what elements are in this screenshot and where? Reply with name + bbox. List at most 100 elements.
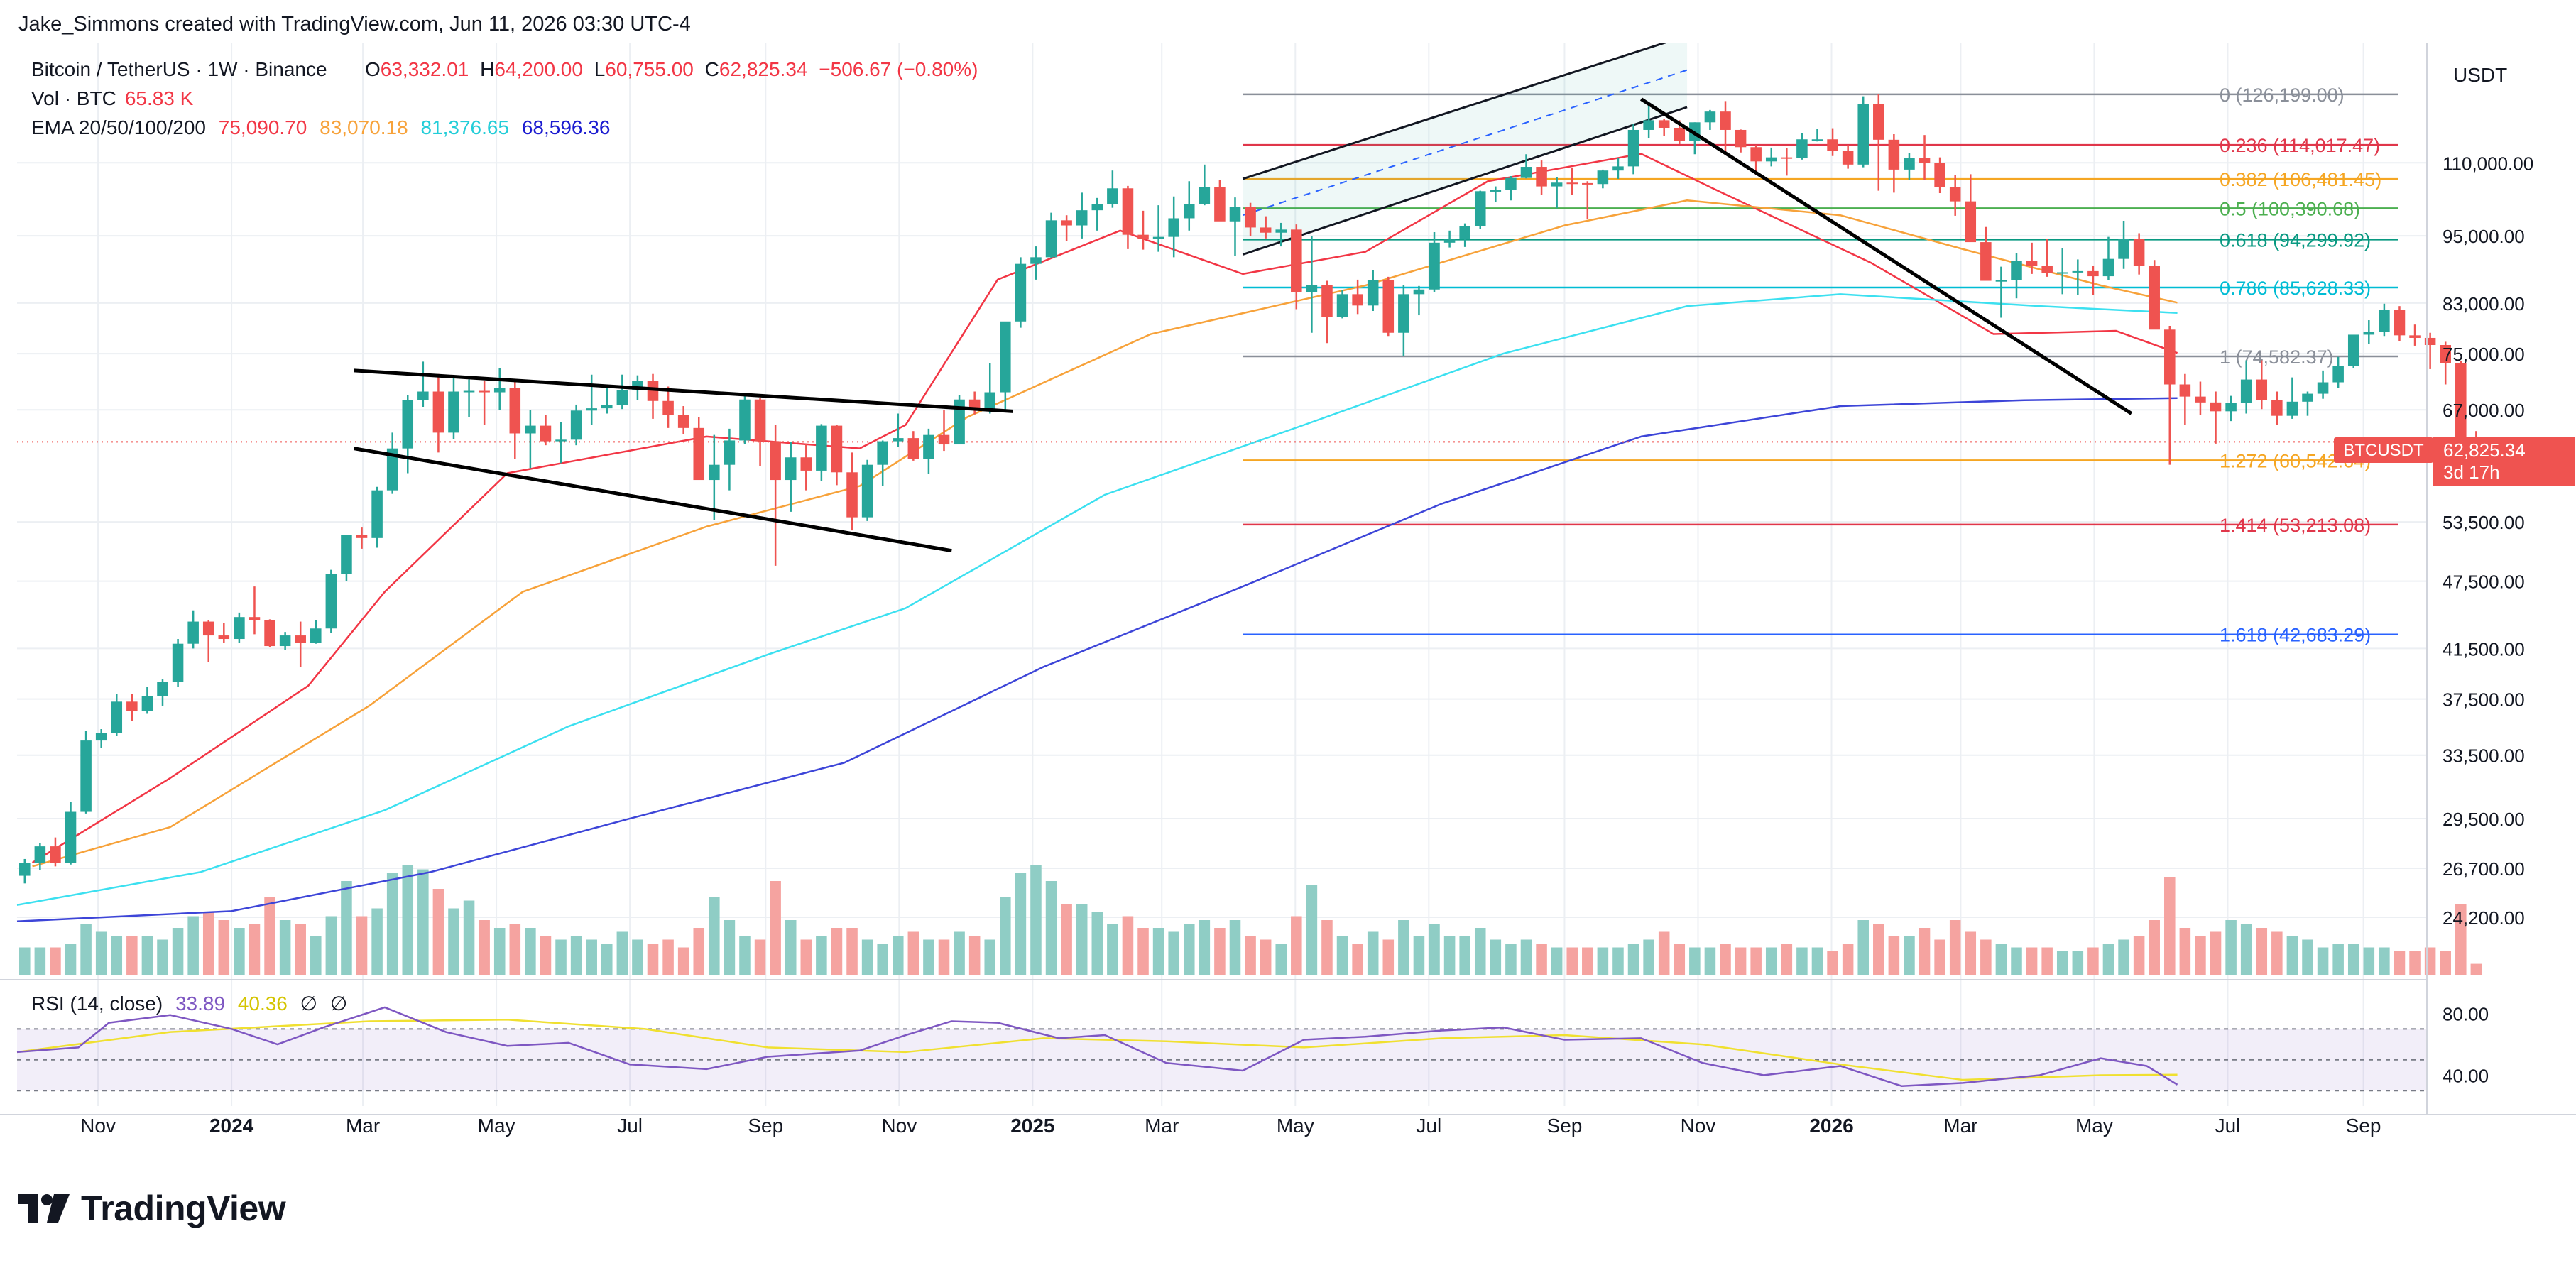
candle-body <box>325 574 337 629</box>
candle <box>2149 260 2160 330</box>
volume-bar <box>2133 936 2145 975</box>
volume-bar <box>386 873 398 975</box>
x-tick-label: 2025 <box>1010 1115 1054 1137</box>
candle <box>2440 341 2451 385</box>
x-tick-label: May <box>478 1115 515 1137</box>
legend-volume[interactable]: Vol · BTC 65.83 K <box>31 87 194 109</box>
fibonacci-levels[interactable]: 0 (126,199.00) 0.236 (114,017.47) 0.382 (1… <box>1243 84 2398 646</box>
attribution-text: Jake_Simmons created with TradingView.co… <box>18 13 691 35</box>
volume-bar <box>2164 877 2176 975</box>
candle <box>1045 212 1057 258</box>
candle <box>1873 94 1884 191</box>
candle <box>234 612 245 643</box>
volume-bar <box>2470 963 2482 975</box>
y-tick-label: 26,700.00 <box>2443 858 2525 880</box>
candle <box>1904 153 1915 180</box>
candle <box>2102 236 2114 280</box>
trendlines[interactable] <box>354 97 2133 553</box>
candle-body <box>1995 280 2007 282</box>
volume-bar <box>1658 931 1670 975</box>
price-channel[interactable] <box>1242 43 1688 256</box>
volume-bar <box>1873 924 1884 975</box>
volume-bar <box>1030 865 1042 975</box>
channel-fill <box>1243 43 1688 255</box>
candle <box>1398 285 1409 356</box>
x-tick-label: Nov <box>881 1115 917 1137</box>
candle-body <box>80 740 92 812</box>
x-tick-label: Jul <box>1416 1115 1441 1137</box>
tradingview-logo[interactable]: TradingView <box>18 1187 286 1230</box>
candle <box>861 459 873 521</box>
candle <box>709 434 720 520</box>
candle-body <box>525 425 536 434</box>
candle <box>126 694 138 721</box>
candle-body <box>111 701 123 733</box>
volume-bar <box>861 939 873 975</box>
candle-body <box>1720 111 1731 130</box>
candle-body <box>1980 242 1992 281</box>
volume-bar <box>831 928 843 975</box>
volume-bar <box>1995 944 2007 975</box>
candle <box>50 837 61 867</box>
candle-body <box>1520 167 1532 178</box>
volume-bar <box>264 897 275 975</box>
candle <box>616 374 628 410</box>
price-badge: BTCUSDT 62,825.34 3d 17h <box>2334 437 2575 486</box>
candle-body <box>1336 294 1348 317</box>
candle <box>2164 325 2176 465</box>
rsi-legend[interactable]: RSI (14, close) 33.89 40.36 ∅ ∅ <box>31 993 347 1015</box>
candle <box>2133 233 2145 275</box>
rsi-pane[interactable]: 40.00 80.00 <box>16 1004 2489 1092</box>
candle <box>1336 290 1348 319</box>
legend-symbol[interactable]: Bitcoin / TetherUS · 1W · Binance <box>31 58 327 80</box>
rsi-tick-label: 80.00 <box>2443 1004 2489 1025</box>
x-tick-label: May <box>2075 1115 2113 1137</box>
candle-body <box>1122 188 1134 235</box>
candle-body <box>1827 139 1838 151</box>
candle-body <box>2011 260 2022 280</box>
volume-bar <box>111 936 123 975</box>
candle-body <box>1091 204 1103 211</box>
candle <box>2379 303 2390 337</box>
candle-body <box>586 408 597 411</box>
candle <box>157 679 168 706</box>
candle <box>739 395 751 445</box>
grid <box>17 43 2427 1106</box>
candle-body <box>1904 158 1915 170</box>
currency-label[interactable]: USDT <box>2453 64 2507 86</box>
candle-body <box>1735 129 1747 148</box>
candle-body <box>1949 187 1961 202</box>
candle <box>1382 276 1395 337</box>
candle-body <box>1429 242 1440 290</box>
candle-body <box>264 620 275 647</box>
volume-bar <box>632 939 643 975</box>
candle <box>1658 119 1670 136</box>
candle <box>19 858 31 884</box>
candle-body <box>2440 345 2451 363</box>
volume-bar <box>709 897 720 975</box>
y-tick-label: 110,000.00 <box>2443 153 2533 174</box>
candle <box>448 378 459 439</box>
candle-body <box>785 457 797 481</box>
x-tick-label: Sep <box>2346 1115 2381 1137</box>
y-tick-label: 75,000.00 <box>2443 344 2525 365</box>
candle <box>65 802 77 865</box>
candle-body <box>2317 382 2329 394</box>
volume-bar <box>1505 944 1517 975</box>
candle-body <box>1934 163 1945 187</box>
candle-body <box>2195 396 2206 403</box>
volume-bar <box>2394 951 2406 975</box>
candle <box>1107 170 1118 208</box>
candle <box>1643 106 1654 139</box>
volume-bar <box>19 947 31 975</box>
candle-body <box>2133 239 2145 266</box>
candle <box>2011 253 2022 299</box>
candle <box>2302 391 2313 416</box>
legend-ema[interactable]: EMA 20/50/100/200 75,090.70 83,070.18 81… <box>31 116 610 138</box>
volume-bar <box>1490 939 1502 975</box>
candle-body <box>65 811 77 863</box>
candle-body <box>1306 285 1318 292</box>
volume-bar <box>1076 904 1088 975</box>
chart-area[interactable]: 0 (126,199.00) 0.236 (114,017.47) 0.382 (1… <box>0 43 2576 1179</box>
candle <box>2195 381 2206 415</box>
